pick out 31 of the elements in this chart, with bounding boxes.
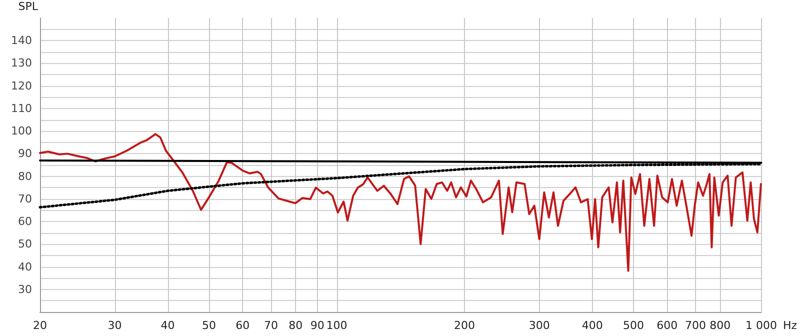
y-tick-label: 60: [18, 215, 32, 228]
x-tick-label: 90: [310, 319, 324, 332]
y-tick-label: 40: [18, 260, 32, 274]
y-tick-label: 90: [18, 147, 32, 160]
y-tick-label: 100: [11, 124, 32, 138]
y-tick-label: 50: [18, 238, 32, 251]
x-tick-label: 60: [236, 319, 250, 332]
y-tick-label: 120: [11, 79, 32, 92]
x-tick-label: 100: [326, 319, 348, 332]
x-tick-label: 30: [108, 319, 122, 332]
x-tick-label: 70: [264, 319, 278, 332]
x-tick-label: 500: [623, 319, 644, 332]
y-tick-label: 70: [18, 192, 32, 206]
x-tick-label: 600: [656, 319, 678, 332]
x-tick-label: 200: [454, 319, 476, 332]
y-tick-label: 80: [18, 170, 32, 183]
x-tick-label: 80: [288, 319, 303, 332]
x-axis-title: Hz: [782, 319, 798, 332]
x-tick-label: 800: [710, 319, 731, 332]
y-axis-title: SPL: [18, 0, 39, 13]
x-tick-label: 50: [202, 319, 216, 332]
x-tick-label: 40: [160, 319, 175, 332]
x-tick-label: 400: [582, 319, 603, 332]
x-tick-label: 1 000: [746, 319, 778, 332]
y-tick-label: 30: [18, 282, 32, 296]
y-tick-label: 110: [11, 102, 32, 115]
x-tick-label: 20: [33, 319, 47, 332]
x-tick-label: 300: [528, 319, 550, 332]
y-tick-label: 140: [11, 34, 32, 48]
y-tick-label: 130: [11, 56, 32, 70]
x-tick-label: 700: [685, 319, 706, 332]
